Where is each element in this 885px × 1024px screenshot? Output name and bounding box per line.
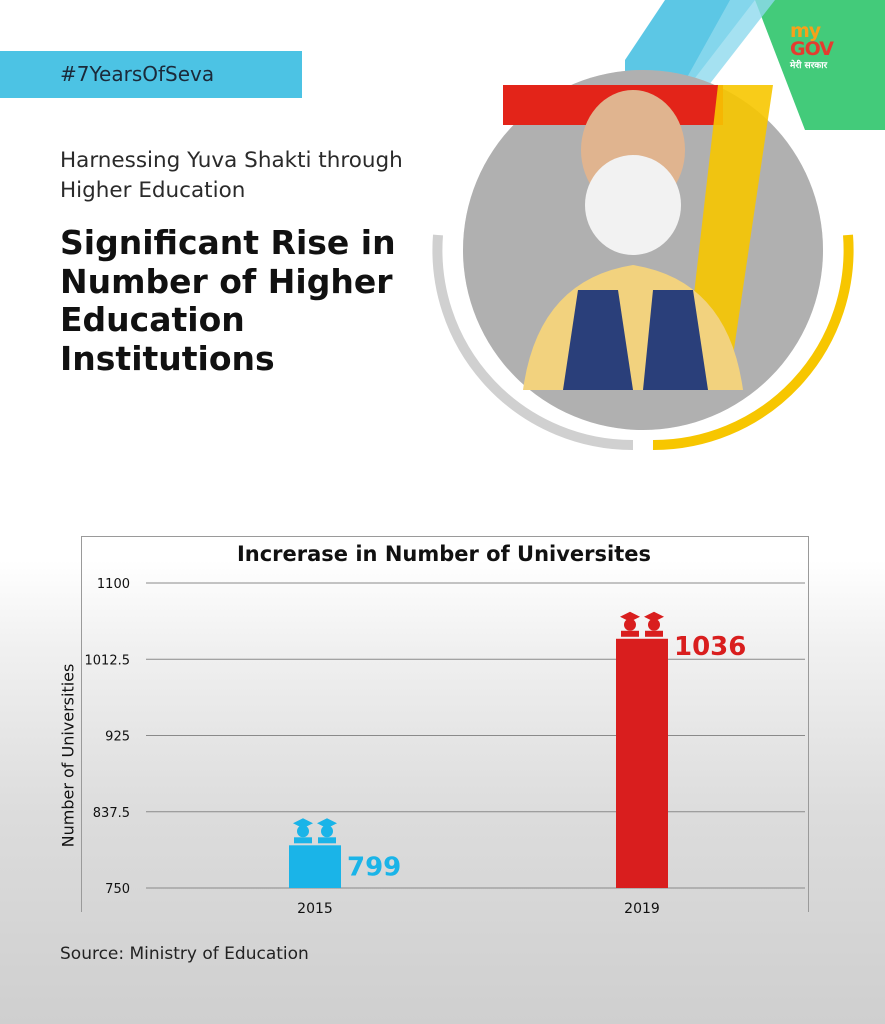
value-label-2019: 1036 [674,632,746,662]
graduate-icon-2019-1 [644,611,664,637]
graduate-icon-2015-1 [317,818,337,844]
bar-2015 [289,845,341,888]
mygov-logo: my GOV मेरी सरकार [790,20,860,72]
hashtag-banner [0,51,302,98]
graduate-icon-2019-0 [620,611,640,637]
leader-portrait-photo [432,70,854,451]
y-tick-label-3: 1012.5 [85,653,131,668]
hashtag-text: #7YearsOfSeva [60,62,215,86]
logo-my: my [790,20,821,42]
chart-frame [81,536,809,912]
y-tick-label-2: 925 [105,730,130,745]
y-tick-label-0: 750 [105,882,130,897]
subtitle: Harnessing Yuva Shakti through Higher Ed… [60,148,403,203]
y-tick-label-1: 837.5 [93,806,130,821]
source-note: Source: Ministry of Education [60,944,309,964]
graduate-icon-2015-0 [293,818,313,844]
background-graduates-photo [0,560,885,1024]
value-label-2015: 799 [347,852,401,882]
chart-title: Increrase in Number of Universites [236,542,652,566]
y-tick-label-4: 1100 [97,577,130,592]
logo-gov: GOV [790,38,834,60]
x-tick-label-2015: 2015 [297,901,333,917]
logo-tagline: मेरी सरकार [790,61,828,71]
bar-2019 [616,638,668,888]
x-tick-label-2019: 2019 [624,901,660,917]
headline: Significant Rise in Number of Higher Edu… [60,223,396,378]
